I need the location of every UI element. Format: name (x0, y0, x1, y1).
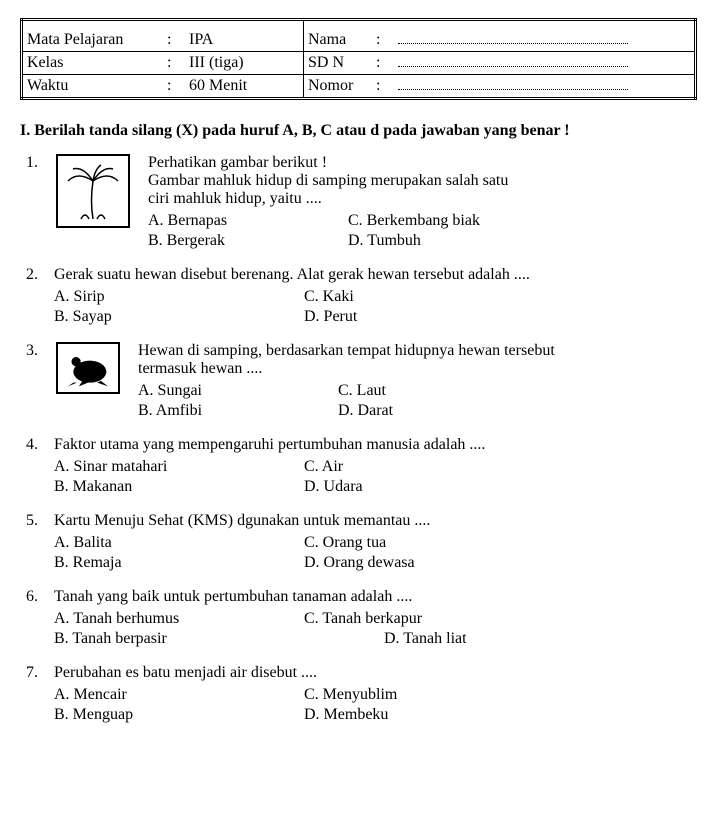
q5-number: 5. (20, 512, 54, 530)
q2-choice-a: A. Sirip (54, 288, 304, 306)
q6-number: 6. (20, 588, 54, 606)
q4-choice-b: B. Makanan (54, 478, 304, 496)
q1-choice-a: A. Bernapas (148, 212, 348, 230)
q2-text: Gerak suatu hewan disebut berenang. Alat… (54, 266, 697, 284)
q3-choice-d: D. Darat (338, 402, 393, 420)
question-7: 7. Perubahan es batu menjadi air disebut… (20, 664, 697, 724)
question-1: 1. (20, 154, 697, 250)
hdr-right-line-3 (394, 75, 696, 99)
q1-line1: Perhatikan gambar berikut ! (148, 154, 697, 172)
q7-choice-c: C. Menyublim (304, 686, 397, 704)
question-6: 6. Tanah yang baik untuk pertumbuhan tan… (20, 588, 697, 648)
q7-text: Perubahan es batu menjadi air disebut ..… (54, 664, 697, 682)
palm-tree-icon (56, 154, 130, 228)
q1-line2: Gambar mahluk hidup di samping merupakan… (148, 172, 697, 190)
hdr-right-line-1 (394, 20, 696, 52)
q4-choice-c: C. Air (304, 458, 363, 476)
hdr-colon: : (163, 52, 185, 75)
q5-text: Kartu Menuju Sehat (KMS) dgunakan untuk … (54, 512, 697, 530)
hdr-left-val-2: III (tiga) (185, 52, 304, 75)
q1-line3: ciri mahluk hidup, yaitu .... (148, 190, 697, 208)
q1-choice-d: D. Tumbuh (348, 232, 480, 250)
hdr-colon: : (163, 75, 185, 99)
q3-line1: Hewan di samping, berdasarkan tempat hid… (138, 342, 697, 360)
q2-number: 2. (20, 266, 54, 284)
q2-choice-c: C. Kaki (304, 288, 357, 306)
hdr-right-label-3: Nomor (304, 75, 373, 99)
q3-choice-a: A. Sungai (138, 382, 338, 400)
q5-choice-d: D. Orang dewasa (304, 554, 415, 572)
hdr-colon: : (372, 75, 394, 99)
hdr-left-label-3: Waktu (22, 75, 164, 99)
q1-choice-b: B. Bergerak (148, 232, 348, 250)
section-title: I. Berilah tanda silang (X) pada huruf A… (20, 122, 697, 140)
q3-line2: termasuk hewan .... (138, 360, 697, 378)
q3-choice-c: C. Laut (338, 382, 393, 400)
hdr-colon: : (163, 20, 185, 52)
q3-choice-b: B. Amfibi (138, 402, 338, 420)
q1-number: 1. (20, 154, 54, 172)
hdr-left-val-3: 60 Menit (185, 75, 304, 99)
q4-choice-d: D. Udara (304, 478, 363, 496)
q6-choice-b: B. Tanah berpasir (54, 630, 304, 648)
hdr-right-label-1: Nama (304, 20, 373, 52)
hdr-right-line-2 (394, 52, 696, 75)
q7-choice-d: D. Membeku (304, 706, 397, 724)
hdr-left-label-1: Mata Pelajaran (22, 20, 164, 52)
q4-number: 4. (20, 436, 54, 454)
hdr-left-label-2: Kelas (22, 52, 164, 75)
question-4: 4. Faktor utama yang mempengaruhi pertum… (20, 436, 697, 496)
q3-number: 3. (20, 342, 54, 360)
hdr-colon: : (372, 52, 394, 75)
q6-choice-c: C. Tanah berkapur (304, 610, 467, 628)
question-2: 2. Gerak suatu hewan disebut berenang. A… (20, 266, 697, 326)
q5-choice-b: B. Remaja (54, 554, 304, 572)
hdr-right-label-2: SD N (304, 52, 373, 75)
q4-text: Faktor utama yang mempengaruhi pertumbuh… (54, 436, 697, 454)
q1-choice-c: C. Berkembang biak (348, 212, 480, 230)
q5-choice-c: C. Orang tua (304, 534, 415, 552)
q7-number: 7. (20, 664, 54, 682)
q6-choice-a: A. Tanah berhumus (54, 610, 304, 628)
q7-choice-a: A. Mencair (54, 686, 304, 704)
q6-choice-d: D. Tanah liat (304, 630, 467, 648)
question-5: 5. Kartu Menuju Sehat (KMS) dgunakan unt… (20, 512, 697, 572)
q2-choice-b: B. Sayap (54, 308, 304, 326)
q6-text: Tanah yang baik untuk pertumbuhan tanama… (54, 588, 697, 606)
hdr-left-val-1: IPA (185, 20, 304, 52)
hdr-colon: : (372, 20, 394, 52)
q7-choice-b: B. Menguap (54, 706, 304, 724)
header-table: Mata Pelajaran : IPA Nama : Kelas : III … (20, 18, 697, 100)
q5-choice-a: A. Balita (54, 534, 304, 552)
question-3: 3. Hewan di samping, berdasa (20, 342, 697, 420)
frog-icon (56, 342, 120, 394)
q4-choice-a: A. Sinar matahari (54, 458, 304, 476)
q2-choice-d: D. Perut (304, 308, 357, 326)
